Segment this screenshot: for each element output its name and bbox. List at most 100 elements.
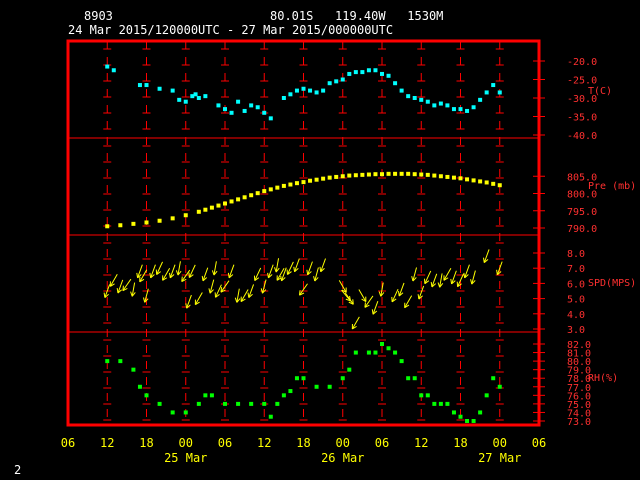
temperature-point (144, 83, 149, 88)
pressure-point (294, 181, 299, 186)
wind-arrow (201, 267, 209, 282)
y-tick-label: -35.0 (567, 113, 597, 124)
pressure-point (380, 172, 384, 177)
y-tick-label: 795.0 (567, 207, 597, 218)
humidity-point (373, 350, 378, 355)
humidity-point (340, 376, 345, 381)
humidity-point (425, 393, 430, 398)
humidity-point (445, 401, 450, 406)
pressure-point (288, 182, 293, 187)
temperature-point (196, 96, 201, 100)
y-tick-label: 80.0 (567, 357, 591, 368)
x-tick-label: 18 (453, 436, 467, 450)
temperature-point (412, 96, 417, 100)
wind-arrow (130, 282, 136, 297)
humidity-point (432, 401, 437, 406)
temperature-point (288, 92, 293, 97)
pressure-point (425, 172, 430, 177)
temperature-point (353, 70, 358, 75)
x-tick-label: 18 (296, 436, 310, 450)
temperature-point (340, 77, 345, 82)
pressure-point (196, 209, 201, 214)
wind-arrow (293, 258, 300, 273)
y-tick-label: 8.0 (567, 249, 585, 260)
pressure-point (360, 172, 365, 177)
station-location: 80.01S 119.40W 1530M (270, 9, 444, 23)
humidity-point (281, 393, 286, 398)
humidity-point (465, 419, 470, 423)
humidity-point (275, 401, 280, 406)
wind-arrow (306, 261, 313, 276)
wind-arrow (214, 284, 222, 298)
wind-arrow (351, 316, 360, 330)
wind-arrow (260, 279, 267, 294)
wind-arrow (378, 282, 385, 297)
wind-arrow (194, 292, 203, 306)
humidity-point (157, 401, 162, 406)
wind-arrow (391, 289, 399, 303)
temperature-point (432, 103, 437, 108)
wind-arrow (109, 274, 118, 287)
wind-arrow (450, 270, 457, 285)
wind-arrow (483, 249, 490, 263)
pressure-point (308, 178, 313, 183)
pressure-point (242, 195, 247, 200)
panel-label-pressure: Pre (mb) (588, 181, 636, 192)
pressure-point (105, 224, 110, 229)
pressure-point (406, 171, 411, 176)
temperature-point (229, 110, 234, 115)
temperature-point (249, 103, 254, 108)
temperature-point (334, 79, 339, 84)
pressure-point (236, 197, 241, 202)
pressure-point (249, 193, 254, 198)
pressure-point (353, 173, 358, 178)
wind-arrow (149, 264, 156, 279)
y-tick-label: 73.0 (567, 417, 591, 428)
temperature-point (308, 88, 313, 93)
temperature-point (327, 81, 332, 86)
x-tick-label: 06 (375, 436, 389, 450)
temperature-point (262, 110, 267, 115)
pressure-point (393, 171, 398, 176)
x-tick-label: 06 (218, 436, 232, 450)
wind-arrow (122, 278, 132, 292)
time-period: 24 Mar 2015/120000UTC - 27 Mar 2015/0000… (68, 23, 394, 37)
pressure-point (118, 223, 123, 228)
temperature-point (491, 83, 496, 88)
pressure-point (478, 179, 483, 184)
temperature-point (360, 70, 365, 75)
y-tick-label: 75.0 (567, 400, 591, 411)
humidity-point (105, 359, 110, 364)
humidity-point (144, 393, 149, 398)
humidity-point (327, 384, 332, 389)
wind-arrow (169, 264, 176, 279)
pressure-point (386, 171, 391, 176)
pressure-point (465, 177, 470, 182)
station-id: 8903 (84, 9, 113, 23)
humidity-point (366, 350, 371, 355)
y-tick-label: 74.0 (567, 408, 591, 419)
temperature-point (419, 97, 424, 102)
humidity-point (236, 401, 241, 406)
wind-arrow (274, 258, 280, 273)
y-tick-label: 78.0 (567, 374, 591, 385)
humidity-point (491, 376, 496, 381)
temperature-point (399, 88, 404, 93)
pressure-point (432, 173, 437, 178)
humidity-point (471, 419, 476, 423)
y-tick-label: 6.0 (567, 279, 585, 290)
humidity-point (209, 393, 214, 398)
humidity-point (399, 359, 404, 364)
wind-arrow (227, 264, 235, 279)
humidity-point (301, 376, 306, 381)
humidity-point (347, 367, 352, 372)
humidity-point (380, 342, 384, 346)
humidity-point (249, 401, 254, 406)
temperature-point (321, 88, 326, 93)
humidity-point (262, 401, 267, 406)
temperature-point (458, 107, 463, 112)
pressure-point (347, 173, 352, 178)
temperature-point (294, 88, 299, 93)
wind-arrow (181, 269, 191, 282)
